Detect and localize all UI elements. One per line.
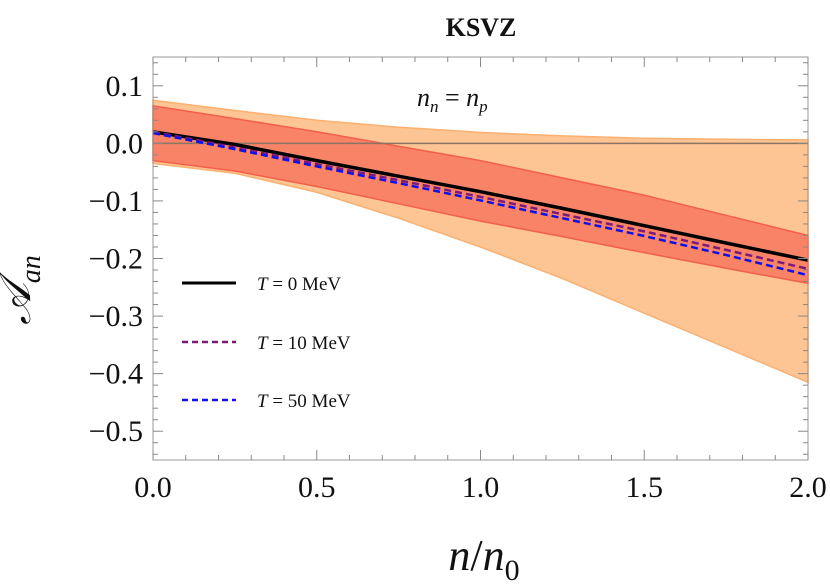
y-tick-label: −0.4 bbox=[89, 358, 143, 391]
axis-ticks bbox=[152, 57, 809, 460]
y-tick-label: −0.2 bbox=[89, 243, 143, 276]
y-tick-label: 0.1 bbox=[106, 70, 144, 103]
x-tick-label: 0.5 bbox=[298, 471, 336, 504]
x-tick-label: 1.0 bbox=[462, 471, 500, 504]
tick-labels: 0.0 0.5 1.0 1.5 2.0 0.1 0.0 −0.1 −0.2 −0.3 −0.4 −0.… bbox=[89, 70, 827, 504]
y-tick-label: −0.1 bbox=[89, 185, 143, 218]
legend-label-2: T = 50 MeV bbox=[257, 391, 351, 412]
y-axis-label: 𝒜an bbox=[0, 255, 47, 325]
legend-label-1: T = 10 MeV bbox=[257, 333, 351, 354]
legend-label-0: T = 0 MeV bbox=[257, 274, 341, 295]
chart-title: KSVZ bbox=[446, 13, 517, 42]
series-line-1 bbox=[152, 130, 809, 271]
y-tick-label: −0.5 bbox=[89, 415, 143, 448]
y-tick-label: 0.0 bbox=[106, 127, 144, 160]
y-tick-label: −0.3 bbox=[89, 300, 143, 333]
legend: T = 0 MeV T = 10 MeV T = 50 MeV bbox=[182, 274, 351, 412]
svg-text:𝒜an: 𝒜an bbox=[0, 255, 47, 325]
uncertainty-bands bbox=[152, 99, 809, 384]
annot-n-n: n bbox=[417, 83, 430, 112]
x-tick-label: 1.5 bbox=[626, 471, 664, 504]
x-tick-label: 0.0 bbox=[134, 471, 172, 504]
x-axis-label: n/n0 bbox=[448, 531, 519, 586]
x-tick-label: 2.0 bbox=[789, 471, 827, 504]
series-lines bbox=[152, 130, 809, 277]
series-line-2 bbox=[152, 131, 809, 277]
series-line-0 bbox=[152, 130, 809, 262]
svg-text:n/n0: n/n0 bbox=[448, 531, 519, 586]
condition-annotation: nn = np bbox=[417, 83, 488, 116]
